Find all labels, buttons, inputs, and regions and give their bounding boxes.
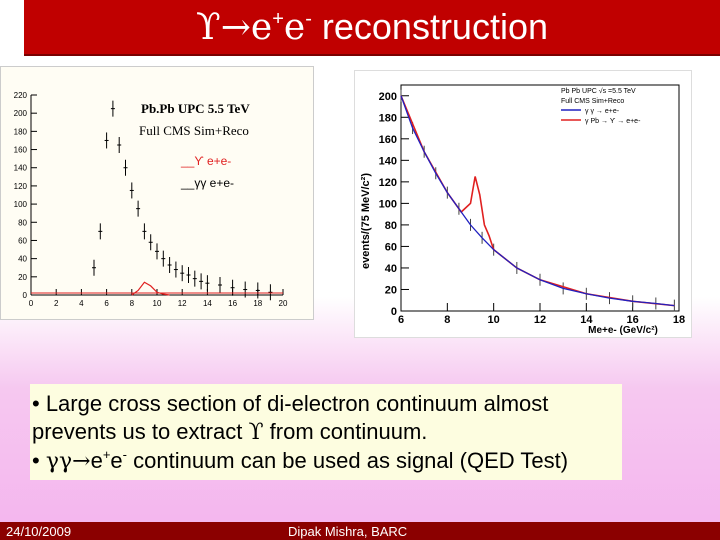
left-y-tick-label: 40 bbox=[18, 255, 27, 264]
plus-superscript: + bbox=[272, 8, 284, 30]
left-y-tick-label: 100 bbox=[14, 200, 28, 209]
left-x-tick-label: 2 bbox=[54, 299, 59, 308]
left-x-tick-label: 18 bbox=[253, 299, 262, 308]
right-y-tick-label: 180 bbox=[379, 112, 397, 124]
line3-e2: e bbox=[110, 448, 123, 473]
left-x-tick-label: 16 bbox=[228, 299, 237, 308]
left-x-tick-label: 8 bbox=[130, 299, 135, 308]
right-legend-entry: γ Pb → ϒ → e+e- bbox=[585, 118, 641, 125]
left-x-tick-label: 10 bbox=[153, 299, 162, 308]
right-y-tick-label: 40 bbox=[385, 263, 397, 275]
right-x-tick-label: 14 bbox=[580, 314, 593, 326]
left-y-tick-label: 60 bbox=[18, 236, 27, 245]
bullet-line-1: • Large cross section of di-electron con… bbox=[32, 391, 549, 416]
line2-upsilon: ϒ bbox=[248, 420, 264, 445]
line2-suffix: from continuum. bbox=[263, 419, 428, 444]
right-ylabel: events/(75 MeV/c²) bbox=[360, 173, 372, 269]
line3-suffix: continuum can be used as signal (QED Tes… bbox=[127, 448, 569, 473]
left-y-tick-label: 180 bbox=[14, 127, 28, 136]
left-legend-upsilon: __ϒ e+e- bbox=[180, 154, 231, 168]
right-legend: Pb Pb UPC √s =5.5 TeV Full CMS Sim+Reco γ … bbox=[561, 87, 641, 125]
footer-date: 24/10/2009 bbox=[6, 524, 72, 539]
right-x-tick-label: 16 bbox=[627, 314, 639, 326]
line3-sup-minus: - bbox=[122, 447, 127, 462]
left-y-tick-label: 20 bbox=[18, 273, 27, 282]
left-histogram-panel: 0 20 40 60 80 100 120 140 160 180 200 220 0 2 4 6 8 10 12 1… bbox=[0, 66, 314, 320]
left-chart-subtitle: Full CMS Sim+Reco bbox=[139, 123, 249, 138]
right-y-tick-label: 60 bbox=[385, 241, 397, 253]
left-legend-gg: __γγ e+e- bbox=[180, 176, 234, 190]
line3-gamma-gamma: γγ bbox=[45, 449, 73, 474]
right-xlabel: Me+e- (GeV/c²) bbox=[588, 325, 658, 336]
left-x-tick-label: 20 bbox=[279, 299, 288, 308]
left-upsilon-line bbox=[131, 281, 170, 296]
right-y-tick-label: 140 bbox=[379, 155, 397, 167]
line3-bullet: • bbox=[32, 448, 46, 473]
left-y-tick-label: 120 bbox=[14, 182, 28, 191]
title-word: reconstruction bbox=[321, 6, 548, 47]
right-y-tick-label: 0 bbox=[391, 306, 397, 318]
right-x-tick-label: 18 bbox=[673, 314, 685, 326]
left-y-tick-label: 80 bbox=[18, 218, 27, 227]
left-y-tick-label: 0 bbox=[23, 291, 28, 300]
minus-superscript: - bbox=[305, 8, 312, 30]
electron-minus: e bbox=[283, 7, 306, 48]
left-x-tick-label: 6 bbox=[104, 299, 109, 308]
right-y-tick-label: 120 bbox=[379, 177, 397, 189]
bullet-textbox: • Large cross section of di-electron con… bbox=[30, 384, 622, 480]
right-y-tick-label: 20 bbox=[385, 284, 397, 296]
right-legend-entry: Pb Pb UPC √s =5.5 TeV bbox=[561, 87, 636, 95]
left-histogram: 0 20 40 60 80 100 120 140 160 180 200 220 0 2 4 6 8 10 12 1… bbox=[14, 91, 288, 308]
right-x-tick-label: 6 bbox=[398, 314, 404, 326]
arrow-symbol: → bbox=[220, 7, 251, 48]
right-y-tick-label: 200 bbox=[379, 91, 397, 103]
right-upsilon-curve bbox=[400, 95, 675, 307]
bullet-line-2: prevents us to extract ϒ from continuum. bbox=[32, 418, 622, 447]
right-y-tick-label: 80 bbox=[385, 220, 397, 232]
right-spectrum-panel: 0 20 40 60 80 100 120 140 160 180 200 6 8 10 12 14 16 18 … bbox=[354, 70, 692, 338]
upsilon-symbol: ϒ bbox=[196, 7, 221, 48]
right-y-tick-label: 160 bbox=[379, 134, 397, 146]
line2-prefix: prevents us to extract bbox=[32, 419, 249, 444]
left-x-tick-label: 14 bbox=[203, 299, 212, 308]
line3-e1: e bbox=[90, 448, 103, 473]
electron-plus: e bbox=[250, 7, 273, 48]
right-legend-entry: Full CMS Sim+Reco bbox=[561, 98, 624, 105]
right-x-tick-label: 8 bbox=[444, 314, 450, 326]
left-y-tick-label: 200 bbox=[14, 109, 28, 118]
title-bar: ϒ→e+e- reconstruction bbox=[24, 0, 720, 56]
footer-bar bbox=[0, 522, 720, 540]
right-y-tick-label: 100 bbox=[379, 198, 397, 210]
left-chart-title: Pb.Pb UPC 5.5 TeV bbox=[141, 101, 250, 116]
left-y-tick-label: 140 bbox=[14, 164, 28, 173]
left-y-tick-label: 160 bbox=[14, 146, 28, 155]
right-x-tick-label: 12 bbox=[534, 314, 546, 326]
line3-arrow: → bbox=[72, 449, 91, 474]
left-x-tick-label: 12 bbox=[178, 299, 187, 308]
right-x-tick-label: 10 bbox=[488, 314, 500, 326]
bullet-line-3: • γγ→e+e- continuum can be used as signa… bbox=[32, 447, 622, 476]
line3-sup-plus: + bbox=[102, 447, 111, 462]
left-x-tick-label: 4 bbox=[79, 299, 84, 308]
footer-author: Dipak Mishra, BARC bbox=[288, 524, 408, 539]
right-gg-curve bbox=[400, 95, 675, 307]
slide-title: ϒ→e+e- reconstruction bbox=[24, 4, 720, 51]
left-x-tick-label: 0 bbox=[29, 299, 34, 308]
right-legend-entry: γ γ → e+e- bbox=[585, 108, 620, 115]
left-y-tick-label: 220 bbox=[14, 91, 28, 100]
